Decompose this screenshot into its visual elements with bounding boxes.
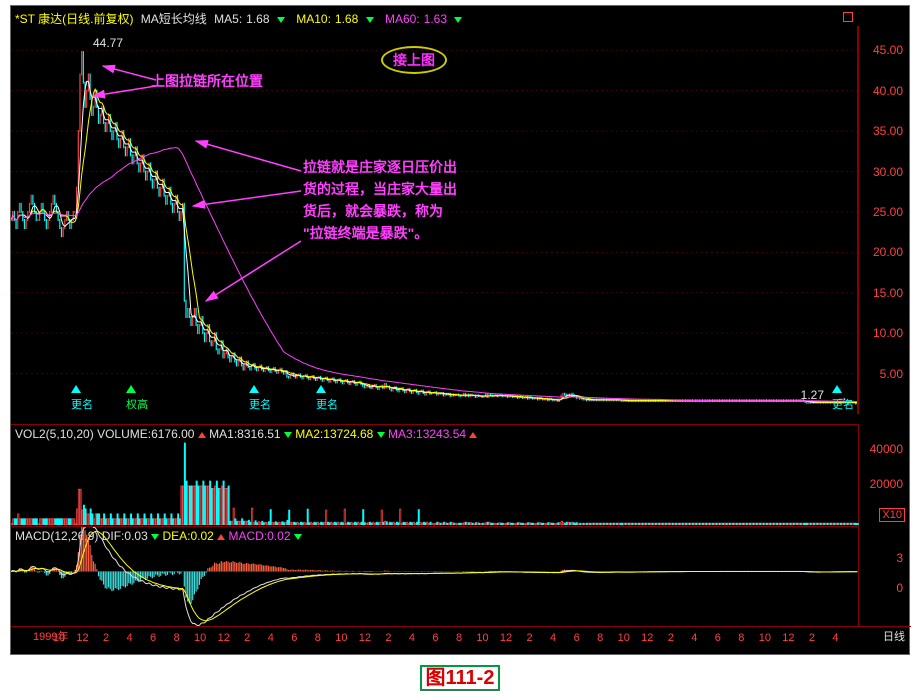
- marker-gengming: 更名: [316, 384, 338, 412]
- arrow-up-icon: [217, 534, 225, 540]
- arrow-down-icon: [277, 17, 285, 23]
- ma60: MA60:1.63: [385, 12, 466, 26]
- peak-price-label: 44.77: [93, 36, 123, 50]
- arrow-up-icon: [198, 432, 206, 438]
- arrow-down-icon: [377, 432, 385, 438]
- marker-gengming: 更名: [832, 384, 854, 412]
- low-price-label: 1.27: [801, 388, 824, 402]
- arrow-down-icon: [284, 432, 292, 438]
- arrow-down-icon: [366, 17, 374, 23]
- volume-header: VOL2(5,10,20) VOLUME:6176.00 MA1:8316.51…: [15, 427, 477, 441]
- ma-label: MA短长均线: [141, 12, 207, 26]
- figure-caption: 图111-2: [0, 661, 920, 690]
- marker-gengming: 更名: [71, 384, 93, 412]
- macd-panel: MACD(12,26,9) DIF:0.03 DEA:0.02 MACD:0.0…: [11, 526, 859, 626]
- annotation-arrows: [11, 26, 859, 414]
- annotation-1: 上图拉链所在位置: [151, 71, 263, 91]
- price-yaxis: 5.0010.0015.0020.0025.0030.0035.0040.004…: [857, 26, 907, 414]
- volume-yaxis: 40000 20000 X10: [857, 424, 907, 524]
- triangle-up-icon: [71, 385, 81, 393]
- arrow-up-icon: [469, 432, 477, 438]
- triangle-up-icon: [126, 385, 136, 393]
- triangle-up-icon: [316, 385, 326, 393]
- arrow-down-icon: [454, 17, 462, 23]
- arrow-down-icon: [151, 534, 159, 540]
- marker-quangao: 权高: [126, 384, 148, 412]
- x10-badge: X10: [879, 508, 905, 522]
- alert-icon: [843, 12, 853, 22]
- volume-panel: VOL2(5,10,20) VOLUME:6176.00 MA1:8316.51…: [11, 424, 859, 524]
- chart-frame: *ST 康达(日线.前复权) MA短长均线 MA5:1.68 MA10:1.68…: [10, 5, 910, 655]
- chart-header: *ST 康达(日线.前复权) MA短长均线 MA5:1.68 MA10:1.68…: [15, 10, 470, 27]
- macd-header: MACD(12,26,9) DIF:0.03 DEA:0.02 MACD:0.0…: [15, 529, 302, 543]
- triangle-up-icon: [249, 385, 259, 393]
- continuation-badge: 接上图: [381, 46, 447, 74]
- annotation-2: 拉链就是庄家逐日压价出 货的过程，当庄家大量出 货后，就会暴跌，称为 "拉链终端…: [303, 156, 457, 244]
- xaxis: 1999年 日线 1012246810122468101224681012246…: [11, 626, 911, 654]
- stock-name: *ST 康达(日线.前复权): [15, 12, 133, 26]
- macd-yaxis: 3 0: [857, 526, 907, 626]
- xaxis-right-label: 日线: [883, 628, 905, 644]
- price-panel: 接上图 44.77 上图拉链所在位置 拉链就是庄家逐日压价出 货的过程，当庄家大…: [11, 26, 859, 414]
- ma5: MA5:1.68: [214, 12, 292, 26]
- arrow-down-icon: [294, 534, 302, 540]
- ma10: MA10:1.68: [296, 12, 381, 26]
- triangle-up-icon: [832, 385, 842, 393]
- price-chart-svg: [11, 26, 859, 414]
- figure-container: *ST 康达(日线.前复权) MA短长均线 MA5:1.68 MA10:1.68…: [0, 0, 920, 690]
- marker-gengming: 更名: [249, 384, 271, 412]
